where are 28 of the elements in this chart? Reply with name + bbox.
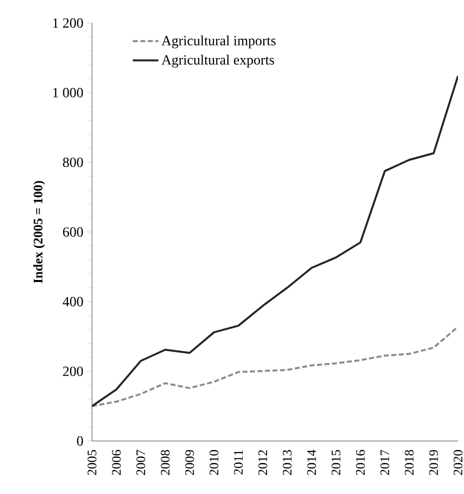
x-tick-label: 2013 [282, 450, 292, 475]
x-tick-label: 2016 [356, 450, 365, 475]
x-tick-label: 2010 [210, 450, 218, 475]
x-tick-label: 2012 [258, 450, 268, 475]
legend-label: Agricultural imports [162, 36, 276, 48]
x-tick-label: 2014 [307, 450, 316, 475]
line-series [92, 74, 458, 408]
x-tick-label: 2005 [88, 450, 96, 475]
y-tick-label: 800 [62, 158, 83, 168]
x-tick-label: 2018 [404, 450, 414, 475]
y-tick-label: 1 200 [53, 18, 83, 28]
x-tick-label: 2009 [185, 450, 194, 475]
y-tick-label: 0 [76, 436, 83, 446]
y-tick-label: 200 [63, 366, 83, 376]
x-tick-label: 2020 [454, 450, 462, 475]
y-tick-label: 400 [62, 296, 83, 306]
y-tick-label: 600 [63, 227, 83, 237]
x-tick-label: 2015 [332, 450, 340, 475]
legend-label: Agricultural exports [162, 54, 274, 68]
y-axis-title: Index (2005 = 100) [33, 181, 46, 284]
x-tick-label: 2017 [380, 450, 390, 475]
x-tick-label: 2006 [112, 450, 121, 475]
x-tick-label: 2007 [136, 450, 146, 475]
line-series [92, 326, 458, 408]
y-tick-label: 1 000 [53, 88, 83, 98]
x-tick-label: 2019 [429, 450, 438, 475]
x-tick-label: 2008 [160, 450, 170, 475]
x-tick-label: 2011 [234, 450, 243, 474]
